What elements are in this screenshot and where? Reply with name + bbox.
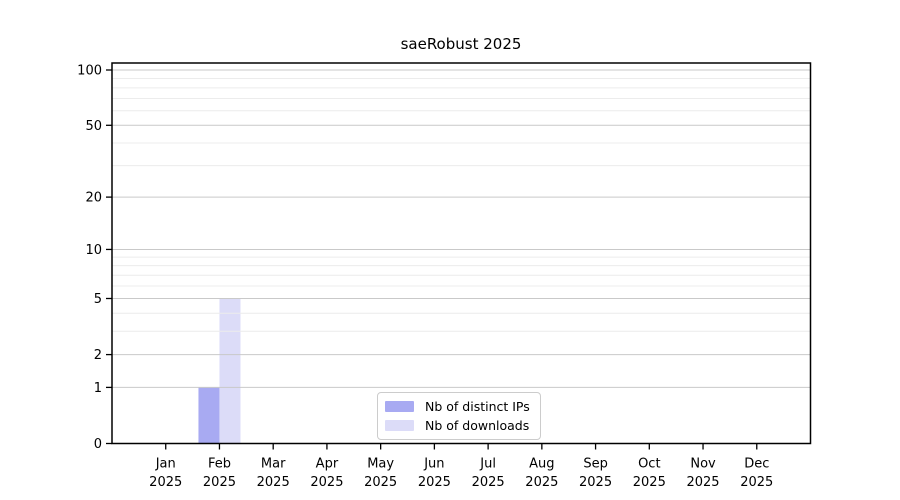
- y-tick-label: 100: [77, 64, 102, 79]
- legend-item-distinct-ips: Nb of distinct IPs: [385, 399, 530, 414]
- x-tick-label-year: 2025: [740, 475, 773, 490]
- x-tick-label-year: 2025: [310, 475, 343, 490]
- legend: Nb of distinct IPs Nb of downloads: [377, 392, 541, 440]
- x-tick-label-month: Apr: [316, 457, 339, 472]
- legend-label-distinct-ips: Nb of distinct IPs: [425, 399, 530, 414]
- x-tick-label-month: Sep: [583, 457, 608, 472]
- plot-border: [111, 62, 812, 445]
- bar-downloads: [219, 298, 241, 444]
- y-tick-label: 20: [85, 191, 102, 206]
- y-tick-label: 10: [85, 243, 102, 258]
- x-tick-label-year: 2025: [364, 475, 397, 490]
- x-tick-label-year: 2025: [257, 475, 290, 490]
- x-tick-label-year: 2025: [203, 475, 236, 490]
- legend-swatch-downloads: [385, 420, 414, 431]
- x-tick-label-year: 2025: [579, 475, 612, 490]
- legend-swatch-distinct-ips: [385, 401, 414, 412]
- legend-label-downloads: Nb of downloads: [425, 418, 530, 433]
- x-tick-label-month: Nov: [690, 457, 716, 472]
- chart-title: saeRobust 2025: [400, 35, 522, 53]
- x-tick-label-year: 2025: [525, 475, 558, 490]
- x-tick-label-year: 2025: [418, 475, 451, 490]
- x-tick-label-month: Feb: [208, 457, 231, 472]
- y-tick-label: 1: [94, 381, 102, 396]
- x-tick-label-year: 2025: [633, 475, 666, 490]
- x-tick-label-year: 2025: [149, 475, 182, 490]
- x-tick-label-month: Aug: [529, 457, 554, 472]
- x-tick-label-month: Mar: [261, 457, 286, 472]
- y-tick-label: 5: [94, 292, 102, 307]
- x-tick-label-month: Oct: [638, 457, 660, 472]
- y-tick-label: 50: [85, 119, 102, 134]
- x-tick-label-month: Jun: [423, 457, 444, 472]
- bar-distinct-ips: [198, 387, 220, 444]
- x-tick-label-month: Jul: [479, 457, 496, 472]
- x-tick-label-month: Jan: [155, 457, 176, 472]
- y-tick-label: 0: [94, 437, 102, 452]
- legend-item-downloads: Nb of downloads: [385, 418, 530, 433]
- x-tick-label-month: Dec: [744, 457, 769, 472]
- x-tick-label-month: May: [367, 457, 394, 472]
- y-tick-label: 2: [94, 348, 102, 363]
- x-tick-label-year: 2025: [472, 475, 505, 490]
- x-tick-label-year: 2025: [686, 475, 719, 490]
